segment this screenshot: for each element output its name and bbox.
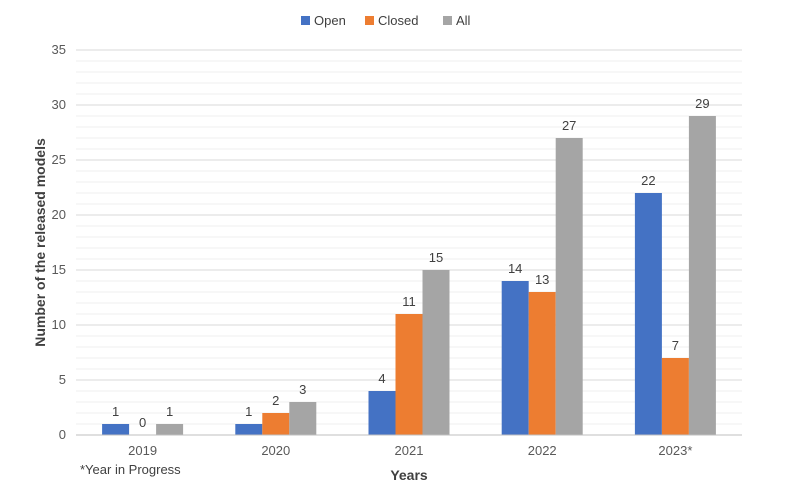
- y-tick-label: 10: [52, 317, 66, 332]
- legend-label-closed: Closed: [378, 13, 418, 28]
- bar-all: [289, 402, 317, 435]
- data-label: 14: [508, 261, 522, 276]
- data-label: 27: [562, 118, 576, 133]
- bar-open: [235, 424, 263, 435]
- data-label: 1: [166, 404, 173, 419]
- y-tick-label: 35: [52, 42, 66, 57]
- x-tick-label: 2021: [395, 443, 424, 458]
- bar-open: [634, 193, 662, 435]
- data-label: 15: [429, 250, 443, 265]
- data-label: 1: [245, 404, 252, 419]
- data-label: 11: [402, 294, 416, 309]
- bar-all: [555, 138, 583, 435]
- y-axis-label: Number of the released models: [32, 138, 48, 347]
- bar-open: [501, 281, 529, 435]
- data-label: 2: [272, 393, 279, 408]
- y-tick-label: 30: [52, 97, 66, 112]
- legend-swatch-closed: [365, 16, 374, 25]
- bar-closed: [661, 358, 689, 435]
- footnote: *Year in Progress: [80, 462, 181, 477]
- x-axis-label: Years: [390, 467, 428, 483]
- bar-all: [688, 116, 716, 435]
- y-tick-label: 0: [59, 427, 66, 442]
- x-axis-ticks: 2019 2020 2021 2022 2023*: [128, 443, 692, 458]
- legend: Open Closed All: [301, 13, 471, 28]
- y-tick-label: 15: [52, 262, 66, 277]
- data-label: 29: [695, 96, 709, 111]
- data-label: 3: [299, 382, 306, 397]
- grid-lines: [76, 49, 742, 425]
- bar-closed: [262, 413, 290, 435]
- data-label: 22: [641, 173, 655, 188]
- y-tick-label: 20: [52, 207, 66, 222]
- bar-all: [156, 424, 184, 435]
- y-axis-ticks: 0 5 10 15 20 25 30 35: [52, 42, 66, 442]
- legend-label-all: All: [456, 13, 471, 28]
- x-tick-label: 2023*: [658, 443, 692, 458]
- bar-open: [102, 424, 130, 435]
- data-label: 0: [139, 415, 146, 430]
- legend-swatch-all: [443, 16, 452, 25]
- x-tick-label: 2020: [261, 443, 290, 458]
- legend-swatch-open: [301, 16, 310, 25]
- y-tick-label: 25: [52, 152, 66, 167]
- bar-closed: [528, 292, 556, 435]
- data-label: 7: [672, 338, 679, 353]
- y-tick-label: 5: [59, 372, 66, 387]
- data-label: 13: [535, 272, 549, 287]
- x-tick-label: 2022: [528, 443, 557, 458]
- bar-all: [422, 270, 450, 435]
- bar-closed: [395, 314, 423, 435]
- data-label: 4: [378, 371, 385, 386]
- legend-label-open: Open: [314, 13, 346, 28]
- bar-open: [368, 391, 396, 435]
- x-tick-label: 2019: [128, 443, 157, 458]
- data-label: 1: [112, 404, 119, 419]
